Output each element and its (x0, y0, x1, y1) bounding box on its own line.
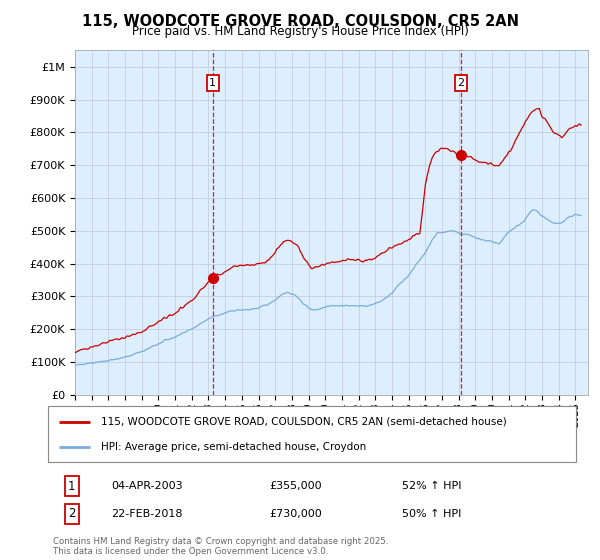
FancyBboxPatch shape (48, 406, 576, 462)
Text: 50% ↑ HPI: 50% ↑ HPI (402, 509, 461, 519)
Text: 115, WOODCOTE GROVE ROAD, COULSDON, CR5 2AN: 115, WOODCOTE GROVE ROAD, COULSDON, CR5 … (82, 14, 518, 29)
Text: 115, WOODCOTE GROVE ROAD, COULSDON, CR5 2AN (semi-detached house): 115, WOODCOTE GROVE ROAD, COULSDON, CR5 … (101, 417, 506, 427)
Text: 1: 1 (68, 479, 76, 493)
Text: 2: 2 (457, 78, 464, 88)
Text: 22-FEB-2018: 22-FEB-2018 (112, 509, 183, 519)
Text: 1: 1 (209, 78, 217, 88)
Text: 04-APR-2003: 04-APR-2003 (112, 481, 183, 491)
Text: £355,000: £355,000 (270, 481, 322, 491)
Text: £730,000: £730,000 (270, 509, 323, 519)
Text: Contains HM Land Registry data © Crown copyright and database right 2025.
This d: Contains HM Land Registry data © Crown c… (53, 537, 389, 556)
Text: HPI: Average price, semi-detached house, Croydon: HPI: Average price, semi-detached house,… (101, 442, 366, 452)
Text: 2: 2 (68, 507, 76, 520)
Text: Price paid vs. HM Land Registry's House Price Index (HPI): Price paid vs. HM Land Registry's House … (131, 25, 469, 38)
Text: 52% ↑ HPI: 52% ↑ HPI (402, 481, 461, 491)
